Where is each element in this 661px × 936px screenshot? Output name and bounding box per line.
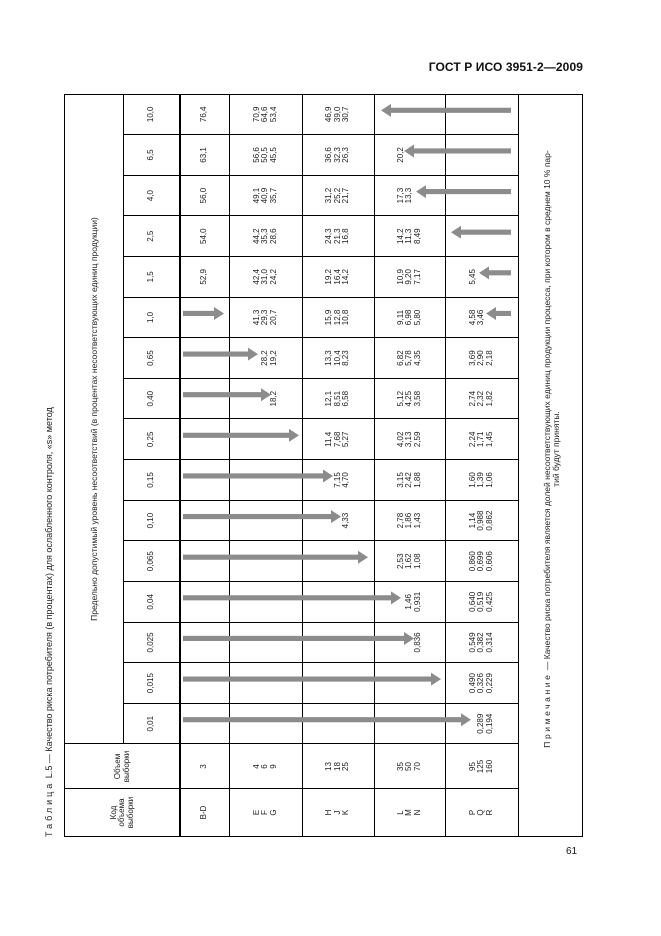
arrow-down-icon — [183, 550, 368, 564]
arrow-up-icon — [381, 103, 511, 117]
arrow-down-icon — [183, 672, 441, 686]
arrow-up-icon — [451, 225, 511, 239]
arrow-up-icon — [416, 185, 511, 199]
arrow-down-icon — [183, 631, 414, 645]
document-header: ГОСТ Р ИСО 3951-2—2009 — [428, 60, 583, 74]
arrow-down-icon — [183, 510, 341, 524]
table-title-label: Таблица — [44, 780, 54, 837]
arrow-down-icon — [183, 306, 224, 320]
table-title-number: L.5 — [44, 765, 54, 779]
arrow-up-icon — [404, 144, 511, 158]
arrow-up-icon — [486, 306, 511, 320]
consumer-risk-table: Код объема выборки Объем выборки Предельно… — [64, 94, 583, 837]
table-title: Таблица L.5 — Качество риска потребителя… — [44, 407, 54, 837]
arrow-down-icon — [183, 713, 471, 727]
rotated-table-block: Таблица L.5 — Качество риска потребителя… — [44, 94, 583, 837]
arrow-down-icon — [183, 469, 333, 483]
arrow-down-icon — [183, 428, 299, 442]
arrow-down-icon — [183, 347, 258, 361]
arrows-layer — [183, 103, 511, 727]
table-title-text: — Качество риска потребителя (в процента… — [44, 407, 54, 764]
page-number: 61 — [566, 846, 578, 857]
arrow-down-icon — [183, 591, 401, 605]
arrow-down-icon — [183, 388, 271, 402]
arrow-up-icon — [479, 266, 511, 280]
